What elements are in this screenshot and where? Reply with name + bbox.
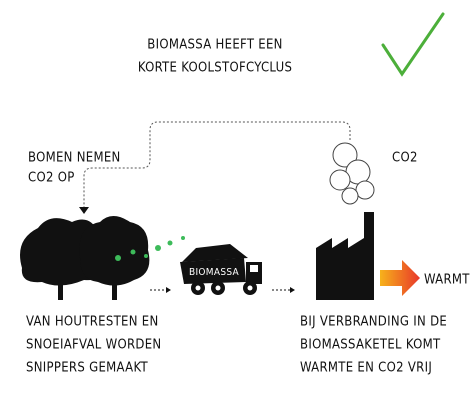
caption: VAN HOUTRESTEN EN bbox=[26, 315, 159, 330]
caption: BIJ VERBRANDING IN DE bbox=[300, 315, 447, 330]
label: WARMTE bbox=[424, 273, 470, 288]
arrow-head bbox=[290, 287, 295, 293]
label: BOMEN NEMEN bbox=[28, 151, 121, 166]
checkmark bbox=[383, 14, 443, 74]
heat-arrow bbox=[380, 260, 420, 296]
title-line: BIOMASSA HEEFT EEN bbox=[147, 38, 282, 53]
cycle-line bbox=[84, 122, 350, 208]
label: CO2 bbox=[392, 151, 418, 166]
arrow-head bbox=[166, 287, 171, 293]
smoke-cloud bbox=[330, 143, 374, 204]
label: CO2 OP bbox=[28, 171, 75, 186]
caption: SNOEIAFVAL WORDEN bbox=[26, 338, 161, 353]
trees bbox=[20, 216, 149, 300]
title-line: KORTE KOOLSTOFCYCLUS bbox=[138, 61, 292, 76]
caption: BIOMASSAKETEL KOMT bbox=[300, 338, 441, 353]
factory bbox=[316, 212, 374, 300]
caption: WARMTE EN CO2 VRIJ bbox=[300, 361, 432, 376]
arrow-head bbox=[79, 207, 89, 214]
caption: SNIPPERS GEMAAKT bbox=[26, 361, 148, 376]
truck-label: BIOMASSA bbox=[189, 267, 240, 278]
diagram: BIOMASSA HEEFT EEN KORTE KOOLSTOFCYCLUS … bbox=[0, 0, 470, 401]
